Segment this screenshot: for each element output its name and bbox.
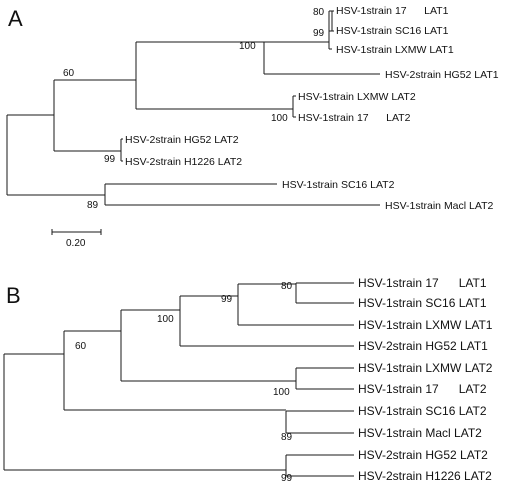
panel-a-bootstrap-value: 89 [87,200,99,211]
panel-a-label: A [8,6,23,31]
panel-a-bootstrap-value: 100 [239,41,256,52]
panel-b-bootstrap-value: 89 [281,432,293,443]
scale-bar-label: 0.20 [66,238,86,249]
panel-b-taxon-label: HSV-1strain SC16 LAT1 [358,296,487,310]
panel-b-bootstrap-value: 99 [221,294,233,305]
panel-a-taxon-label: HSV-2strain HG52 LAT2 [125,134,239,146]
panel-b-taxon-label: HSV-1strain SC16 LAT2 [358,404,487,418]
panel-b-taxon-label: HSV-2strain HG52 LAT2 [358,448,488,462]
panel-a-bootstrap-value: 80 [313,7,325,18]
panel-a-bootstrap-value: 99 [104,154,116,165]
panel-b-taxon-label: HSV-1strain 17 LAT1 [358,276,487,290]
panel-a-bootstrap-value: 60 [63,68,75,79]
panel-a-taxon-label: HSV-1strain Macl LAT2 [385,200,494,212]
panel-a-taxon-label: HSV-1strain LXMW LAT2 [298,91,416,103]
panel-b-bootstrap-value: 100 [157,314,174,325]
panel-b-taxon-label: HSV-2strain HG52 LAT1 [358,339,488,353]
panel-b-taxon-label: HSV-2strain H1226 LAT2 [358,469,492,483]
panel-a-taxon-label: HSV-2strain H1226 LAT2 [125,156,242,168]
panel-a-taxon-label: HSV-1strain SC16 LAT2 [282,179,395,191]
panel-b-label: B [6,283,21,308]
panel-b: B [3,276,493,484]
panel-b-taxon-label: HSV-1strain 17 LAT2 [358,382,487,396]
panel-a-bootstrap-value: 100 [271,113,288,124]
panel-b-bootstrap-value: 80 [281,281,293,292]
panel-b-bootstrap-value: 60 [75,341,87,352]
panel-a-taxon-label: HSV-2strain HG52 LAT1 [385,69,499,81]
panel-b-taxon-label: HSV-1strain Macl LAT2 [358,426,482,440]
panel-a-taxon-label: HSV-1strain 17 LAT2 [298,112,411,124]
panel-b-taxon-label: HSV-1strain LXMW LAT1 [358,318,493,332]
panel-b-bootstrap-value: 100 [273,387,290,398]
panel-a-taxon-label: HSV-1strain SC16 LAT1 [336,25,449,37]
panel-a-taxon-label: HSV-1strain 17 LAT1 [336,5,449,17]
panel-a-scale-bar: 0.20 [51,229,102,249]
panel-a-taxon-label: HSV-1strain LXMW LAT1 [336,44,454,56]
panel-b-bootstrap-value: 99 [281,473,293,484]
panel-b-taxon-label: HSV-1strain LXMW LAT2 [358,361,493,375]
panel-a: A HSV-1strai [6,5,499,249]
panel-a-bootstrap-value: 99 [313,28,325,39]
